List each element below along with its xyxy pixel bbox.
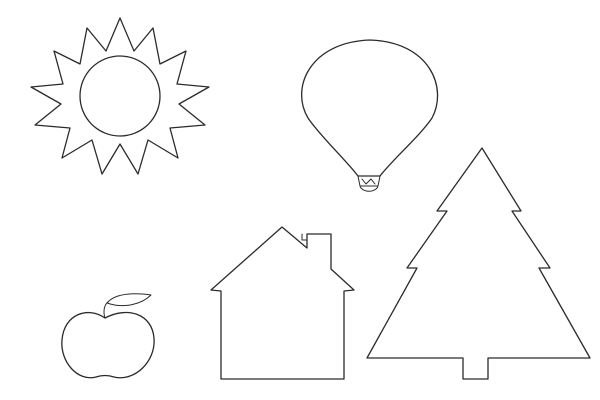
house-outline — [210, 226, 355, 380]
sun-rays — [30, 17, 210, 175]
apple-leaf — [106, 293, 152, 307]
apple-icon — [61, 293, 155, 379]
sun-icon — [30, 17, 210, 175]
tree-outline — [366, 147, 591, 380]
chimney-cap — [301, 233, 308, 241]
apple-stem — [103, 301, 109, 319]
balloon-envelope — [300, 39, 439, 177]
hot-air-balloon-icon — [300, 39, 439, 192]
pine-tree-icon — [366, 147, 591, 380]
sun-disc — [79, 55, 161, 137]
house-icon — [210, 226, 355, 380]
balloon-basket — [357, 175, 381, 192]
apple-body — [61, 311, 155, 379]
